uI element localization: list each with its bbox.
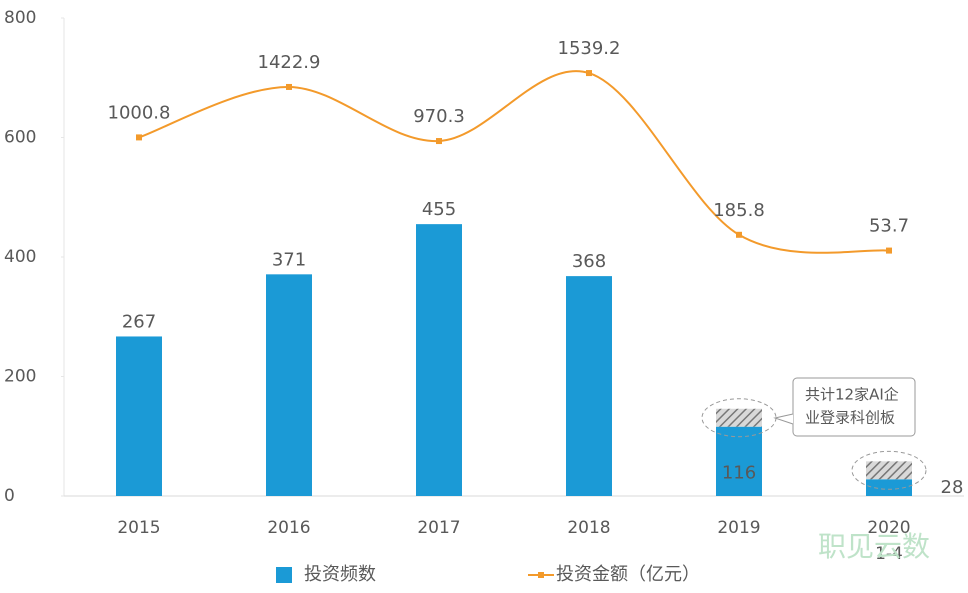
y-tick-label: 600 (4, 128, 36, 148)
line-value-label: 1422.9 (258, 52, 321, 73)
x-tick-label: 2020 (867, 518, 910, 538)
x-tick-label: 2017 (417, 518, 460, 538)
line-marker (886, 247, 892, 254)
bar-value-label: 371 (272, 249, 306, 270)
x-tick-label: 2016 (267, 518, 310, 538)
y-tick-label: 0 (4, 486, 15, 506)
line-value-label: 185.8 (713, 200, 765, 221)
legend-swatch (276, 567, 292, 583)
bar (416, 224, 462, 496)
line (138, 70, 890, 254)
annotation-pointer (773, 413, 794, 425)
bar-value-label: 455 (422, 199, 456, 220)
line-marker (136, 134, 142, 141)
legend-label: 投资金额（亿元） (556, 564, 700, 585)
hatched-bar (866, 461, 912, 480)
line-value-label: 1000.8 (108, 102, 171, 123)
hatched-bar (716, 408, 762, 427)
bar-value-label: 368 (572, 251, 606, 272)
legend: 投资频数 投资金额（亿元） (276, 564, 700, 585)
bar-value-label: 267 (122, 311, 156, 332)
line-marker (286, 83, 292, 90)
x-tick-label: 2019 (717, 518, 760, 538)
bar (116, 336, 162, 496)
x-tick-sublabel: 1-4 (875, 544, 903, 564)
highlight-ellipse (851, 450, 927, 490)
line-marker (586, 70, 592, 77)
y-tick-label: 200 (4, 367, 36, 387)
watermark: 职见云数 (818, 530, 930, 563)
bar-value-label: 116 (722, 462, 756, 483)
line-value-label: 970.3 (413, 106, 465, 127)
y-tick-label: 400 (4, 247, 36, 267)
bar-value-label: 28 (941, 477, 964, 498)
line-marker (736, 231, 742, 238)
line-value-label: 1539.2 (558, 38, 621, 59)
y-tick-label: 800 (4, 8, 36, 28)
bar (866, 479, 912, 496)
line-value-label: 53.7 (869, 216, 909, 237)
x-tick-label: 2015 (117, 518, 160, 538)
bar (566, 276, 612, 496)
annotation-text: 业登录科创板 (805, 409, 895, 427)
line-marker (436, 138, 442, 145)
annotation-box (792, 377, 916, 437)
annotation-text: 共计12家AI企 (805, 386, 899, 404)
bar (716, 426, 762, 496)
bar (266, 274, 312, 496)
legend-label: 投资频数 (304, 564, 376, 585)
x-tick-label: 2018 (567, 518, 610, 538)
legend-swatch-marker (538, 572, 544, 578)
